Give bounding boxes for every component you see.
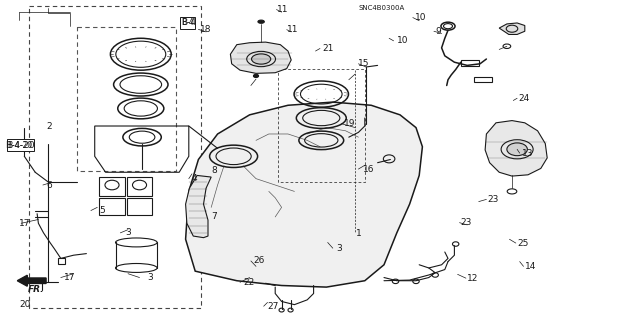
Text: 15: 15 [358, 59, 370, 68]
Text: SNC4B0300A: SNC4B0300A [358, 5, 404, 11]
Bar [99, 198, 125, 215]
Text: 17: 17 [64, 273, 76, 282]
Text: B-4-20: B-4-20 [5, 141, 35, 150]
Text: 14: 14 [525, 262, 536, 271]
Text: 4: 4 [192, 174, 198, 183]
Text: 23: 23 [488, 195, 499, 204]
Ellipse shape [258, 20, 264, 23]
Ellipse shape [252, 54, 271, 64]
Text: 16: 16 [363, 165, 374, 174]
Text: 10: 10 [415, 13, 426, 22]
Polygon shape [186, 175, 211, 238]
Bar [29, 6, 201, 308]
Polygon shape [499, 23, 525, 34]
Bar [474, 77, 492, 82]
Text: 12: 12 [467, 274, 479, 283]
Text: 1: 1 [356, 229, 362, 238]
Text: 9: 9 [435, 27, 441, 36]
Bar [127, 177, 152, 196]
Bar [58, 258, 65, 264]
Text: 21: 21 [322, 44, 333, 53]
Bar [127, 198, 152, 215]
Text: 11: 11 [276, 5, 288, 14]
Text: 26: 26 [253, 256, 265, 265]
Text: 7: 7 [211, 212, 217, 221]
Text: B-4: B-4 [181, 19, 194, 27]
Text: 18: 18 [200, 25, 211, 34]
Polygon shape [186, 102, 422, 287]
Text: FR.: FR. [28, 285, 45, 294]
Text: 3: 3 [147, 273, 153, 282]
Text: 20: 20 [19, 300, 31, 309]
Text: 27: 27 [268, 302, 279, 311]
Text: 23: 23 [461, 218, 472, 227]
Text: B-4-20: B-4-20 [8, 141, 33, 150]
FancyArrow shape [17, 275, 46, 286]
Text: 2: 2 [46, 122, 52, 130]
Text: 11: 11 [287, 25, 298, 34]
Text: 3: 3 [336, 244, 342, 253]
Bar [99, 177, 125, 196]
Text: B-4: B-4 [181, 19, 196, 27]
Bar [278, 69, 365, 182]
Text: 8: 8 [211, 166, 217, 175]
Text: 19: 19 [344, 119, 356, 128]
Bar [461, 60, 479, 66]
Ellipse shape [507, 143, 527, 156]
Text: 24: 24 [518, 94, 530, 103]
Polygon shape [485, 121, 547, 176]
Ellipse shape [253, 74, 259, 78]
Text: 17: 17 [19, 219, 31, 228]
Text: 10: 10 [397, 36, 408, 45]
Text: 25: 25 [517, 239, 529, 248]
Bar [77, 27, 176, 171]
Text: 13: 13 [522, 149, 533, 158]
Text: 3: 3 [125, 228, 131, 237]
Text: 6: 6 [46, 181, 52, 189]
Polygon shape [230, 42, 291, 73]
Text: 5: 5 [99, 206, 105, 215]
Text: 22: 22 [243, 278, 255, 287]
